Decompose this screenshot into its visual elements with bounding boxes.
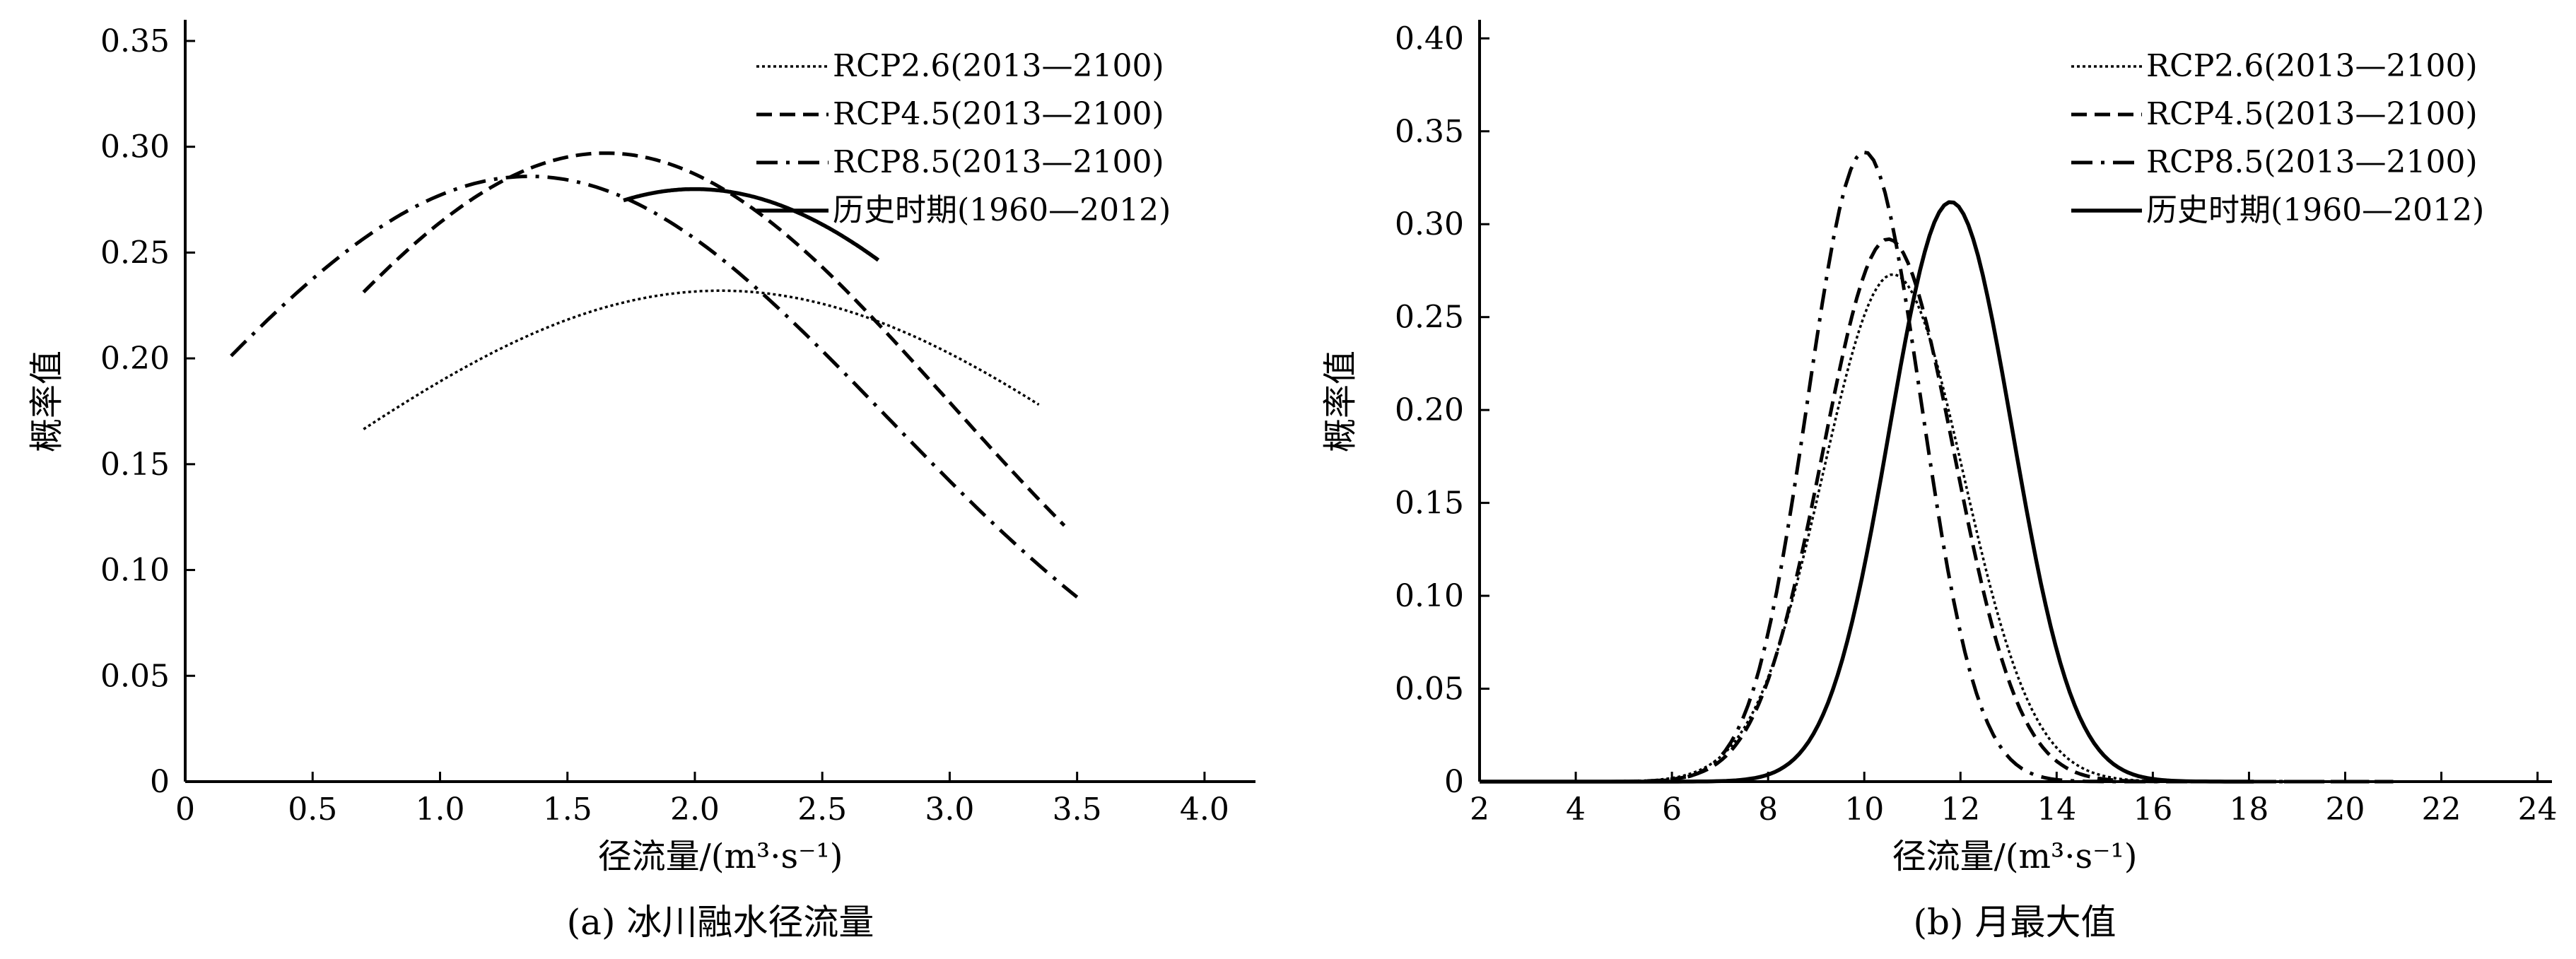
y-tick-label: 0: [1444, 764, 1464, 800]
x-tick-label: 6: [1662, 792, 1682, 828]
x-tick-label: 3.0: [925, 792, 974, 828]
y-tick-label: 0.05: [1395, 671, 1464, 707]
x-tick-label: 22: [2422, 792, 2461, 828]
legend-label: RCP4.5(2013—2100): [2146, 96, 2478, 132]
series-line-dashdot: [230, 175, 1079, 599]
x-tick-label: 12: [1940, 792, 1980, 828]
x-tick-label: 4: [1566, 792, 1586, 828]
y-tick-label: 0.25: [1395, 300, 1464, 336]
series-line-solid: [623, 187, 880, 262]
y-tick-label: 0.20: [1395, 392, 1464, 428]
panel-caption: (a) 冰川融水径流量: [567, 902, 874, 943]
series-line-dashdot: [1480, 150, 2394, 784]
legend-label: 历史时期(1960—2012): [833, 192, 1171, 228]
y-axis-title: 概率值: [27, 351, 66, 452]
x-tick-label: 4.0: [1180, 792, 1229, 828]
x-axis-title: 径流量/(m³·s⁻¹): [598, 837, 843, 876]
y-tick-label: 0.20: [100, 341, 170, 377]
y-tick-label: 0.25: [100, 235, 170, 271]
x-tick-label: 16: [2133, 792, 2172, 828]
panel-caption: (b) 月最大值: [1914, 902, 2117, 943]
y-tick-label: 0.35: [100, 23, 170, 59]
y-axis-title: 概率值: [1321, 351, 1360, 452]
series-line-solid: [1480, 200, 2254, 784]
chart-panel-a: 0 0.5 1.0 1.5 2.0 2.5 3.0 3.5 4.0 0 0.05 0.10 0.15 0.…: [27, 20, 1255, 943]
y-tick-label: 0: [150, 764, 170, 800]
series-line-dotted: [363, 289, 1040, 430]
x-tick-label: 14: [2037, 792, 2076, 828]
x-tick-label: 24: [2518, 792, 2558, 828]
legend-label: RCP8.5(2013—2100): [833, 144, 1164, 180]
x-tick-label: 20: [2325, 792, 2365, 828]
x-tick-label: 0.5: [288, 792, 337, 828]
y-tick-label: 0.30: [1395, 206, 1464, 242]
x-tick-label: 3.5: [1053, 792, 1102, 828]
series-line-dashed: [1624, 237, 2370, 784]
x-tick-label: 1.5: [543, 792, 592, 828]
x-tick-label: 0: [175, 792, 195, 828]
chart-panel-b: 2 4 6 8 10 12 14 16 18 20 22 2400.050.100.150.200.2…: [1321, 20, 2558, 943]
y-tick-label: 0.15: [1395, 486, 1464, 522]
legend-label: RCP2.6(2013—2100): [2146, 48, 2478, 84]
x-tick-label: 18: [2229, 792, 2268, 828]
x-axis-title: 径流量/(m³·s⁻¹): [1892, 837, 2138, 876]
legend-label: RCP2.6(2013—2100): [833, 48, 1164, 84]
y-tick-label: 0.10: [1395, 578, 1464, 614]
legend-label: 历史时期(1960—2012): [2146, 192, 2484, 228]
y-tick-label: 0.35: [1395, 114, 1464, 150]
x-tick-label: 2.0: [670, 792, 720, 828]
x-tick-label: 8: [1758, 792, 1778, 828]
legend-label: RCP8.5(2013—2100): [2146, 144, 2478, 180]
x-tick-label: 2.5: [797, 792, 847, 828]
y-tick-label: 0.10: [100, 553, 170, 589]
x-tick-label: 10: [1844, 792, 1884, 828]
series-line-dashed: [362, 151, 1066, 527]
y-tick-label: 0.05: [100, 658, 170, 694]
x-tick-label: 1.0: [415, 792, 464, 828]
y-tick-label: 0.15: [100, 447, 170, 483]
y-tick-label: 0.40: [1395, 20, 1464, 57]
y-tick-label: 0.30: [100, 129, 170, 165]
x-tick-label: 2: [1470, 792, 1489, 828]
legend-label: RCP4.5(2013—2100): [833, 96, 1164, 132]
series-line-dotted: [1638, 273, 2346, 783]
